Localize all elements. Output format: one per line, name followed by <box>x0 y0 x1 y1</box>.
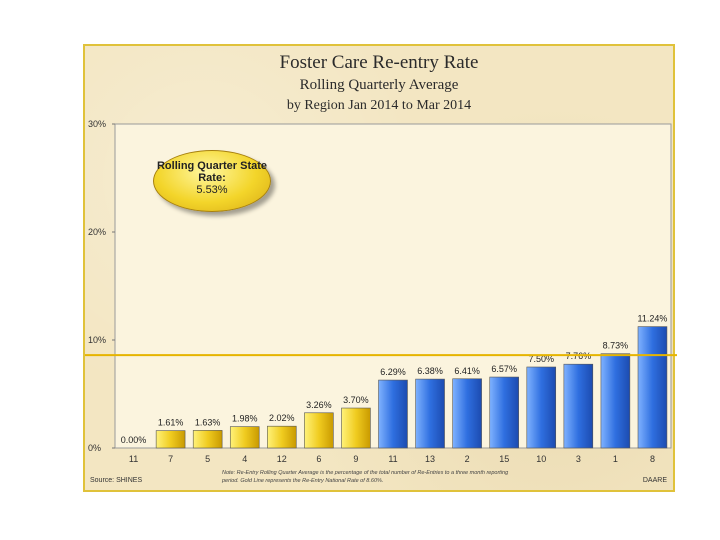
bar <box>637 326 668 449</box>
bar <box>229 426 260 449</box>
data-label: 8.73% <box>603 341 629 351</box>
chart-slide: Foster Care Re-entry Rate Rolling Quarte… <box>83 44 677 492</box>
x-tick-label: 10 <box>536 454 546 464</box>
data-label: 1.61% <box>158 418 184 428</box>
x-tick-label: 2 <box>465 454 470 464</box>
state-rate-title: Rolling Quarter State Rate: <box>156 160 268 184</box>
data-label: 1.98% <box>232 414 258 424</box>
organization-label: DAARE <box>642 477 667 484</box>
x-tick-label: 15 <box>499 454 509 464</box>
x-tick-label: 11 <box>129 454 138 464</box>
x-tick-label: 1 <box>613 454 618 464</box>
data-label: 1.63% <box>195 417 221 427</box>
y-tick-label: 10% <box>88 335 106 345</box>
data-label: 6.38% <box>417 366 443 376</box>
bar <box>489 376 519 449</box>
x-tick-label: 6 <box>316 454 321 464</box>
data-label: 6.29% <box>380 367 406 377</box>
bar <box>452 378 482 449</box>
x-tick-label: 12 <box>277 454 287 464</box>
bar <box>563 363 594 449</box>
data-label: 11.24% <box>638 314 668 324</box>
bar <box>341 407 371 449</box>
data-label: 3.70% <box>343 395 369 405</box>
data-label: 6.57% <box>491 364 517 374</box>
chart-title: Foster Care Re-entry Rate <box>279 52 479 73</box>
x-tick-label: 3 <box>576 454 581 464</box>
x-tick-label: 5 <box>205 454 210 464</box>
y-tick-label: 0% <box>88 443 101 453</box>
y-tick-label: 20% <box>88 227 106 237</box>
x-tick-label: 11 <box>388 454 397 464</box>
x-tick-label: 9 <box>353 454 358 464</box>
bar <box>304 412 334 449</box>
bar-chart: 0% 10% 20% 30% 0.00% 11 1.61% 7 1.63% 5 1.98% 4 2.02… <box>85 119 677 464</box>
bar <box>155 430 186 449</box>
bar <box>600 353 631 449</box>
bar <box>526 366 557 449</box>
chart-period: by Region Jan 2014 to Mar 2014 <box>286 98 472 113</box>
bar <box>378 379 408 449</box>
chart-note: Note: Re-Entry Rolling Quarter Average i… <box>222 470 509 484</box>
state-rate-badge: Rolling Quarter State Rate: 5.53% <box>153 150 271 212</box>
data-label: 7.76% <box>566 351 592 361</box>
data-label: 3.26% <box>306 400 332 410</box>
data-label: 6.41% <box>454 366 480 376</box>
data-label: 0.00% <box>121 435 147 445</box>
state-rate-value: 5.53% <box>196 184 228 196</box>
x-tick-label: 4 <box>242 454 247 464</box>
source-label: Source: SHINES <box>90 477 143 484</box>
x-tick-label: 8 <box>650 454 655 464</box>
chart-subtitle: Rolling Quarterly Average <box>299 77 459 93</box>
data-label: 7.50% <box>529 354 555 364</box>
data-label: 2.02% <box>269 413 295 423</box>
x-tick-label: 7 <box>168 454 173 464</box>
y-tick-label: 30% <box>88 119 106 129</box>
x-tick-label: 13 <box>425 454 435 464</box>
bar <box>267 425 297 449</box>
bar <box>415 378 445 449</box>
bar <box>192 430 223 449</box>
